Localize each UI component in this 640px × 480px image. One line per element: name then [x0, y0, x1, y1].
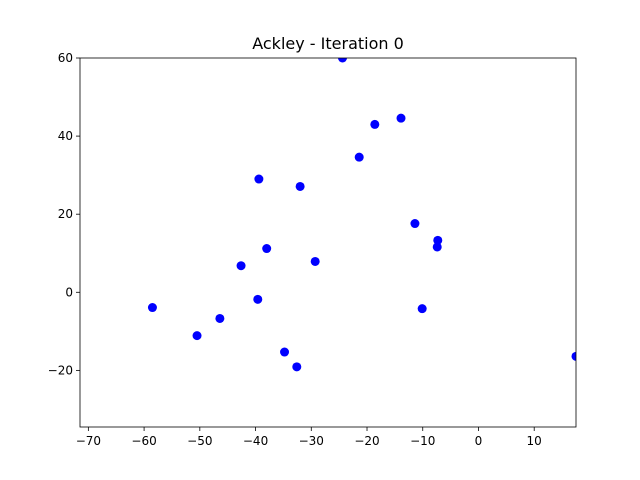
x-axis: −70 −60 −50 −40 −30 −20 −10 0 10 — [76, 427, 542, 448]
y-tick-label: −20 — [48, 363, 73, 377]
y-tick-label: 60 — [58, 51, 73, 65]
data-point — [254, 174, 264, 184]
data-point — [215, 313, 225, 323]
data-point — [410, 219, 420, 229]
x-tick-label: −60 — [131, 434, 156, 448]
x-tick-label: −70 — [76, 434, 101, 448]
data-point — [295, 181, 305, 191]
data-point — [417, 304, 427, 314]
data-point — [236, 261, 246, 271]
chart-title: Ackley - Iteration 0 — [252, 34, 404, 53]
data-point — [253, 294, 263, 304]
x-tick-label: 0 — [475, 434, 483, 448]
y-tick-label: 0 — [65, 285, 73, 299]
data-point — [571, 351, 576, 361]
x-tick-label: −50 — [187, 434, 212, 448]
x-tick-label: −20 — [354, 434, 379, 448]
plot-area-frame — [79, 57, 577, 428]
data-point — [292, 362, 302, 372]
data-point — [432, 242, 442, 252]
data-point — [147, 303, 157, 313]
y-tick-label: 20 — [58, 207, 73, 221]
data-point — [433, 235, 443, 245]
data-point — [337, 58, 347, 63]
x-tick-label: −30 — [299, 434, 324, 448]
y-tick-label: 40 — [58, 129, 73, 143]
data-point — [354, 152, 364, 162]
data-point — [370, 119, 380, 129]
y-axis: −20 0 20 40 60 — [48, 51, 80, 377]
data-point — [262, 244, 272, 254]
x-tick-label: −10 — [410, 434, 435, 448]
data-point — [310, 256, 320, 266]
data-point — [396, 113, 406, 123]
data-points — [147, 58, 576, 372]
x-tick-label: −40 — [243, 434, 268, 448]
data-point — [280, 347, 290, 357]
data-point — [192, 331, 202, 341]
x-tick-label: 10 — [527, 434, 542, 448]
